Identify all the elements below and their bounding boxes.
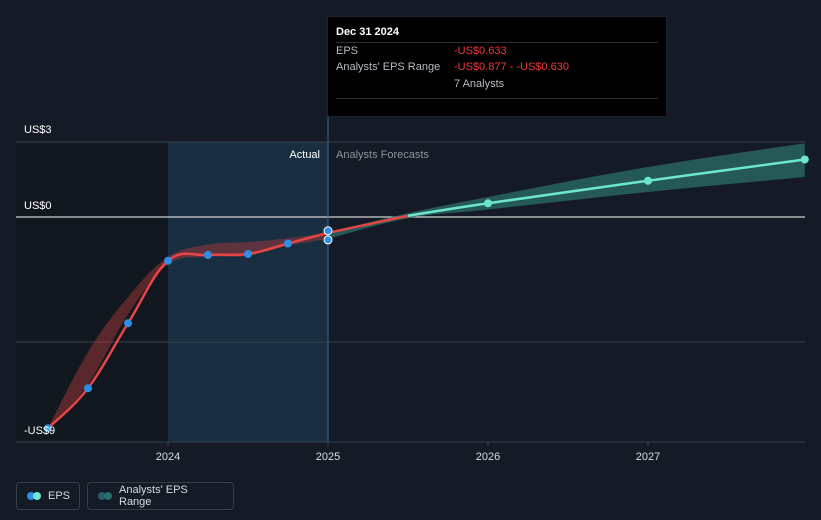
tooltip-analysts-count: 7 Analysts (454, 78, 505, 90)
eps-hover-point-low[interactable] (323, 235, 333, 245)
tooltip-range-row: Analysts' EPS Range -US$0.877 - -US$0.63… (336, 59, 658, 76)
eps-actual-point[interactable] (284, 239, 292, 248)
eps-actual-point[interactable] (124, 319, 132, 328)
x-tick-label: 2027 (636, 451, 660, 463)
eps-actual-point[interactable] (204, 251, 212, 259)
eps-forecast-point[interactable] (644, 176, 652, 185)
tooltip-eps-value: -US$0.633 (454, 45, 507, 57)
series-markers[interactable] (44, 155, 809, 433)
legend-eps-range[interactable]: Analysts' EPS Range (87, 482, 234, 510)
x-tick-label: 2026 (476, 451, 500, 463)
hover-tooltip: Dec 31 2024 EPS -US$0.633 Analysts' EPS … (327, 16, 667, 117)
y-tick-bottom: -US$9 (24, 425, 55, 437)
eps-actual-point[interactable] (244, 250, 252, 258)
eps-forecast-point[interactable] (800, 155, 809, 164)
tooltip-eps-row: EPS -US$0.633 (336, 42, 658, 59)
tooltip-date: Dec 31 2024 (336, 26, 399, 38)
tooltip-range-value: -US$0.877 - -US$0.630 (454, 61, 569, 73)
tooltip-eps-label: EPS (336, 45, 359, 57)
eps-actual-point[interactable] (84, 384, 92, 393)
highlight-region (168, 142, 328, 442)
legend-range-label: Analysts' EPS Range (119, 484, 188, 508)
actual-region-label: Actual (289, 149, 320, 161)
axis-labels: US$3 US$0 -US$9 Actual Analysts Forecast… (24, 124, 429, 437)
eps-forecast-point[interactable] (484, 199, 492, 208)
x-tick-label: 2025 (316, 451, 340, 463)
past-shade (16, 142, 168, 442)
past-range-band (48, 232, 328, 429)
legend-eps-label: EPS (48, 490, 71, 502)
eps-hover-point-high[interactable] (323, 226, 333, 236)
eps-forecast-line (407, 158, 805, 217)
eps-actual-point[interactable] (44, 424, 52, 433)
forecast-region-label: Analysts Forecasts (336, 149, 429, 161)
eps-actual-point[interactable] (164, 256, 172, 265)
y-tick-zero: US$0 (24, 200, 52, 212)
tooltip-analysts-row: 7 Analysts (336, 76, 658, 99)
eps-legend-icon (27, 492, 41, 500)
tooltip-range-label: Analysts' EPS Range (336, 61, 441, 73)
y-tick-top: US$3 (24, 124, 52, 136)
eps-forecast-line-near (327, 214, 409, 235)
series-lines (47, 158, 805, 430)
legend-eps[interactable]: EPS (16, 482, 80, 510)
eps-actual-line (47, 231, 329, 430)
x-axis-ticks: 2024 2025 2026 2027 (156, 442, 660, 463)
x-tick-label: 2024 (156, 451, 180, 463)
range-legend-icon (98, 492, 112, 500)
